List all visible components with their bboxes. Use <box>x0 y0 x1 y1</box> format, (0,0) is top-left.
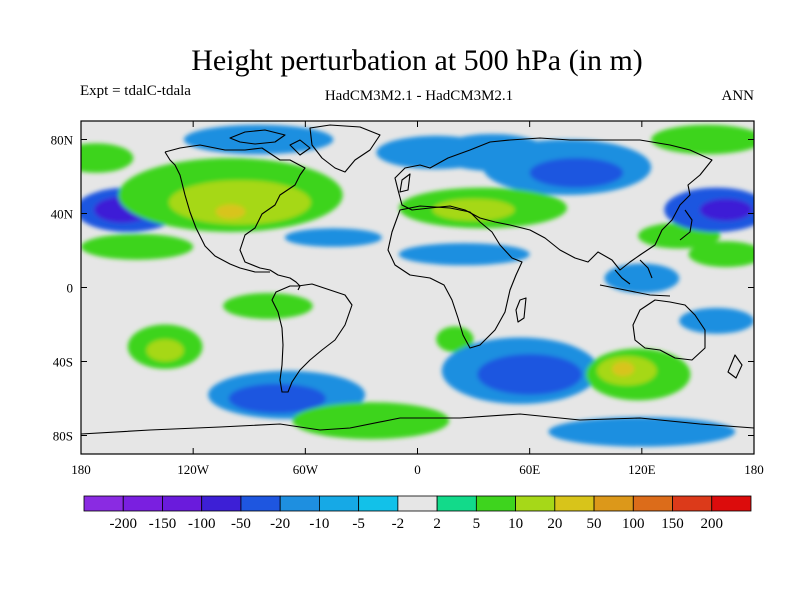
coast-south-america <box>271 283 353 393</box>
colorbar-label-6: -10 <box>309 516 329 532</box>
y-tick-label-1: 80N <box>51 133 74 148</box>
y-tick-label-5: 80S <box>53 429 73 444</box>
colorbar-label-5: -20 <box>270 516 290 532</box>
colorbar-swatch-10 <box>436 495 477 512</box>
x-tick-label-7: 180 <box>744 462 764 477</box>
coast-greenland <box>309 124 381 173</box>
contour-region-34 <box>611 361 635 377</box>
x-axis: 180 120W 60W 0 60E 120E 180 <box>71 121 764 477</box>
contour-region-3 <box>81 233 194 260</box>
colorbar-swatch-5 <box>240 495 281 512</box>
colorbar-swatch-13 <box>554 495 595 512</box>
x-tick-label-3: 60W <box>293 462 319 477</box>
colorbar-swatch-17 <box>711 495 752 512</box>
colorbar-swatch-16 <box>672 495 713 512</box>
colorbar-label-1: -200 <box>109 516 137 532</box>
contour-region-8 <box>183 124 334 155</box>
coast-eurasia <box>394 137 713 271</box>
y-tick-label-3: 0 <box>67 281 74 296</box>
contour-region-29 <box>436 326 474 353</box>
colorbar-swatch-6 <box>279 495 320 512</box>
coast-maritime-asia <box>599 259 671 297</box>
colorbar-label-14: 100 <box>622 516 645 532</box>
contour-region-15 <box>292 402 450 440</box>
colorbar-swatch-2 <box>122 495 163 512</box>
coast-canada-islands <box>229 129 311 156</box>
colorbar-label-3: -100 <box>188 516 216 532</box>
colorbar-swatch-1 <box>83 495 124 512</box>
y-tick-label-4: 40S <box>53 355 73 370</box>
contour-region-12 <box>223 293 313 319</box>
y-axis: 80N 40N 0 40S 80S <box>51 133 754 444</box>
colorbar-label-16: 200 <box>701 516 724 532</box>
coast-north-america <box>164 144 306 291</box>
colorbar-label-11: 10 <box>508 516 523 532</box>
coast-australia <box>632 299 706 361</box>
contour-region-25 <box>699 198 753 221</box>
contour-region-22 <box>398 243 530 266</box>
coast-new-zealand <box>727 354 743 379</box>
contour-fill-layer <box>81 124 754 447</box>
colorbar-label-7: -5 <box>352 516 365 532</box>
contour-region-4 <box>81 143 134 173</box>
contour-region-35 <box>548 417 736 447</box>
contour-region-28 <box>604 263 680 294</box>
contour-region-19 <box>529 158 624 188</box>
colorbar-swatch-15 <box>632 495 673 512</box>
contour-region-7 <box>215 204 246 220</box>
contour-region-21 <box>432 198 515 221</box>
contour-region-36 <box>679 307 754 334</box>
colorbar-swatch-14 <box>593 495 634 512</box>
coastlines <box>81 124 754 435</box>
colorbar-swatch-12 <box>515 495 556 512</box>
contour-region-27 <box>688 241 754 268</box>
experiment-label: Expt = tdalC-tdala <box>80 83 191 99</box>
x-tick-label-4: 0 <box>414 462 421 477</box>
colorbar-label-15: 150 <box>661 516 684 532</box>
colorbar-label-8: -2 <box>392 516 405 532</box>
colorbar-swatch-7 <box>319 495 360 512</box>
y-tick-label-2: 40N <box>51 207 74 222</box>
colorbar-swatch-11 <box>475 495 516 512</box>
x-tick-label-1: 180 <box>71 462 91 477</box>
model-label: HadCM3M2.1 - HadCM3M2.1 <box>324 88 514 104</box>
colorbar-swatch-9 <box>397 495 438 512</box>
colorbar-label-13: 50 <box>587 516 602 532</box>
contour-region-31 <box>477 354 583 395</box>
coast-uk <box>399 173 411 193</box>
x-tick-label-2: 120W <box>177 462 210 477</box>
colorbar-label-9: 2 <box>433 516 441 532</box>
contour-region-9 <box>284 228 382 247</box>
colorbar-swatch-4 <box>201 495 242 512</box>
colorbar: -200 -150 -100 -50 -20 -10 -5 -2 2 5 10 20 50 100 150 2… <box>83 495 752 532</box>
colorbar-swatch-8 <box>358 495 399 512</box>
contour-region-6 <box>168 180 311 225</box>
x-tick-label-5: 60E <box>519 462 540 477</box>
contour-region-14 <box>228 383 326 414</box>
coast-madagascar <box>515 297 527 323</box>
colorbar-label-10: 5 <box>473 516 481 532</box>
coast-japan <box>679 209 693 241</box>
coast-africa <box>387 205 523 349</box>
colorbar-label-2: -150 <box>149 516 177 532</box>
chart-title: Height perturbation at 500 hPa (in m) <box>191 44 643 77</box>
colorbar-label-4: -50 <box>231 516 251 532</box>
x-tick-label-6: 120E <box>628 462 656 477</box>
contour-region-26 <box>651 124 754 155</box>
coast-antarctica <box>81 413 754 435</box>
contour-region-11 <box>146 339 184 362</box>
colorbar-label-12: 20 <box>547 516 562 532</box>
colorbar-swatch-3 <box>162 495 203 512</box>
season-label: ANN <box>721 88 755 104</box>
